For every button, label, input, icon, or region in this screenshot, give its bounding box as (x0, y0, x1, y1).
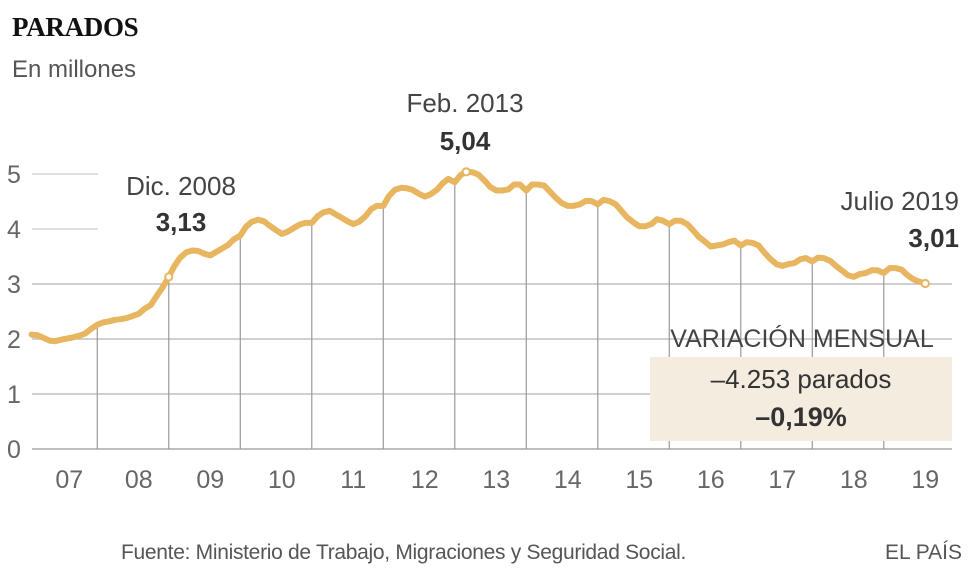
x-tick-label: 18 (840, 466, 868, 494)
annotation-dec-2008-value: 3,13 (156, 207, 207, 237)
brand-credit: EL PAÍS (884, 541, 962, 564)
x-tick-label: 08 (125, 466, 153, 494)
x-tick-label: 12 (411, 466, 439, 494)
annotation-feb-2013-value: 5,04 (440, 126, 491, 156)
y-tick-label: 5 (7, 161, 21, 189)
monthly-variation-heading: VARIACIÓN MENSUAL (670, 324, 934, 353)
y-tick-label: 3 (7, 271, 21, 299)
x-tick-label: 07 (55, 466, 83, 494)
monthly-variation-percent: –0,19% (755, 402, 847, 432)
annotation-point-2 (920, 278, 930, 289)
source-note: Fuente: Ministerio de Trabajo, Migracion… (121, 541, 687, 564)
x-tick-label: 09 (196, 466, 224, 494)
annotation-jul-2019-label: Julio 2019 (840, 186, 959, 216)
annotation-point-1 (461, 167, 471, 177)
annotation-jul-2019-value: 3,01 (908, 223, 959, 253)
annotation-markers (164, 167, 930, 289)
x-tick-label: 11 (340, 466, 366, 494)
x-tick-label: 17 (768, 466, 796, 494)
y-tick-label: 2 (7, 326, 21, 354)
chart-title: PARADOS (12, 12, 139, 42)
x-tick-label: 19 (911, 466, 939, 494)
y-tick-label: 0 (7, 436, 21, 464)
x-tick-label: 14 (554, 466, 582, 494)
series-layer (28, 168, 929, 345)
x-tick-label: 15 (625, 466, 653, 494)
x-axis-tick-labels: 07 08 09 10 11 12 13 14 15 16 17 18 19 (55, 466, 939, 494)
y-tick-label: 4 (7, 216, 21, 244)
annotation-point-0 (164, 272, 174, 282)
series-line-parados (28, 168, 929, 345)
monthly-variation-count: –4.253 parados (711, 364, 892, 394)
x-tick-label: 16 (697, 466, 725, 494)
x-tick-label: 10 (268, 466, 296, 494)
annotation-feb-2013-label: Feb. 2013 (406, 88, 523, 118)
y-tick-label: 1 (7, 381, 21, 409)
monthly-variation-box (650, 357, 952, 441)
chart-subtitle: En millones (12, 56, 137, 83)
y-axis-tick-labels: 0 1 2 3 4 5 (7, 161, 21, 464)
annotation-dec-2008-label: Dic. 2008 (126, 171, 236, 201)
x-tick-label: 13 (482, 466, 510, 494)
